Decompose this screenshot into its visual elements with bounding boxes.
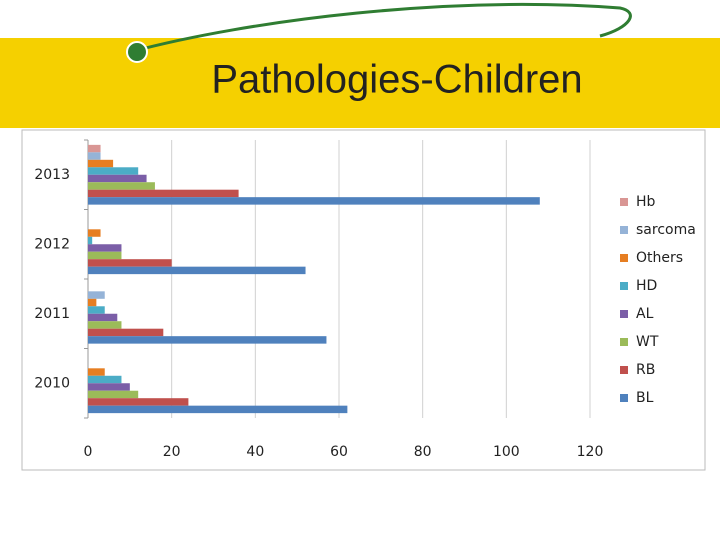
legend-swatch: [620, 226, 628, 234]
legend-label: RB: [636, 362, 655, 378]
bar: [88, 167, 139, 175]
bar: [88, 383, 130, 391]
bar: [88, 144, 101, 153]
bar: [88, 298, 97, 307]
legend-label: Hb: [636, 194, 656, 210]
bar: [88, 229, 101, 237]
legend-label: HD: [636, 278, 657, 294]
legend-label: WT: [636, 334, 659, 350]
bar: [88, 159, 114, 168]
x-tick-label: 40: [246, 444, 264, 460]
slide-title: Pathologies-Children: [211, 58, 582, 102]
bar: [88, 390, 139, 399]
bar: [88, 197, 540, 205]
bar: [88, 405, 348, 414]
bar: [88, 266, 306, 275]
bar: [88, 251, 122, 260]
legend-label: AL: [636, 306, 654, 322]
decor-logo: [126, 41, 148, 63]
bar: [88, 313, 118, 322]
y-tick-label: 2013: [34, 167, 70, 183]
legend-swatch: [620, 338, 628, 346]
bar: [88, 336, 327, 344]
y-tick-label: 2010: [34, 375, 70, 391]
y-tick-label: 2011: [34, 306, 70, 322]
bar: [88, 291, 105, 299]
bar: [88, 152, 101, 160]
plot: 0 20 40 60 80 100 120 2010 2011 2012 2013 Hb sarcoma…: [34, 139, 696, 460]
bar: [88, 174, 147, 183]
bar: [88, 236, 93, 245]
bar: [88, 189, 239, 198]
legend-swatch: [620, 254, 628, 262]
bar: [88, 244, 122, 252]
legend-swatch: [620, 366, 628, 374]
bar: [88, 182, 155, 190]
x-tick-label: 100: [493, 444, 520, 460]
x-tick-label: 0: [84, 444, 93, 460]
bar: [88, 328, 164, 337]
bar: [88, 398, 189, 406]
x-tick-label: 60: [330, 444, 348, 460]
x-tick-label: 20: [163, 444, 181, 460]
bar: [88, 259, 172, 267]
legend-swatch: [620, 394, 628, 402]
y-tick-label: 2012: [34, 236, 70, 252]
legend-swatch: [620, 198, 628, 206]
legend-swatch: [620, 282, 628, 290]
bar: [88, 375, 122, 384]
legend-label: Others: [636, 250, 683, 266]
bar: [88, 368, 105, 376]
x-tick-label: 120: [577, 444, 604, 460]
legend-label: sarcoma: [636, 222, 696, 238]
legend-swatch: [620, 310, 628, 318]
decor-curve: [129, 3, 632, 54]
bar: [88, 306, 105, 314]
x-tick-label: 80: [414, 444, 432, 460]
legend-label: BL: [636, 390, 654, 406]
title-banner: [0, 38, 720, 128]
bar: [88, 321, 122, 329]
